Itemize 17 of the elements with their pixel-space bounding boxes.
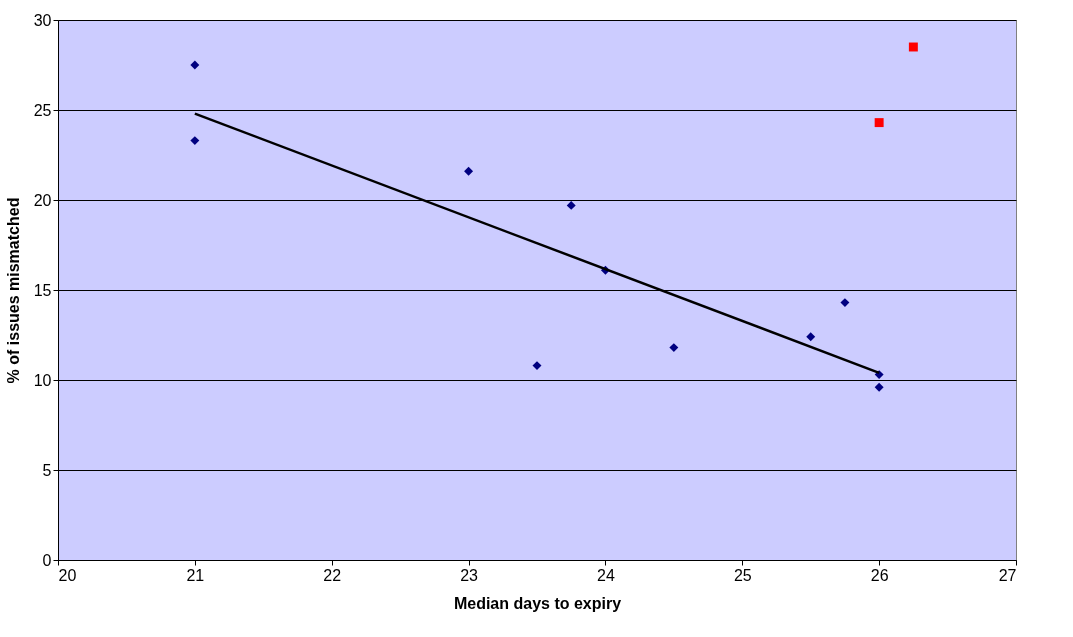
x-axis-title: Median days to expiry [453, 594, 622, 612]
y-tick-label: 15 [33, 281, 52, 299]
y-tick-label: 20 [33, 191, 52, 209]
y-axis-title: % of issues mismatched [4, 197, 22, 384]
x-tick-label: 24 [597, 566, 615, 584]
x-tick-label: 21 [186, 566, 205, 584]
y-tick-label: 5 [42, 461, 52, 479]
x-tick-label: 26 [870, 566, 889, 584]
x-tick-label: 25 [733, 566, 752, 584]
x-tick-label: 23 [460, 566, 479, 584]
x-tick-label: 27 [998, 566, 1017, 584]
x-tick-label: 22 [323, 566, 342, 584]
y-tick-label: 0 [42, 551, 52, 569]
y-tick-label: 10 [33, 371, 52, 389]
x-tick-label: 20 [58, 566, 77, 584]
y-tick-label: 30 [33, 11, 52, 29]
y-tick-label: 25 [33, 101, 52, 119]
